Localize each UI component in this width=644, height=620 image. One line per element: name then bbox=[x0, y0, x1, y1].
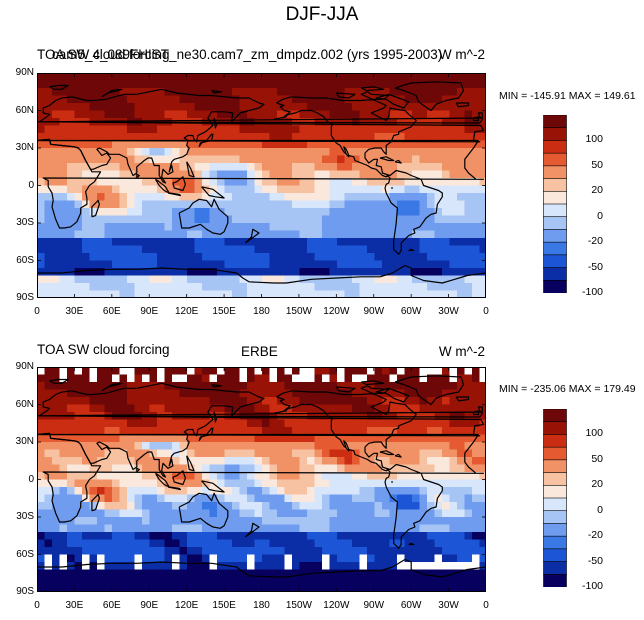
colorbar-label: 20 bbox=[591, 478, 603, 491]
panel1-colorbar bbox=[543, 115, 567, 293]
lon-tick-label: 150E bbox=[212, 306, 236, 317]
colorbar-label: -100 bbox=[581, 286, 603, 298]
lon-tick-label: 60W bbox=[400, 600, 422, 611]
lat-tick-label: 0 bbox=[28, 473, 34, 485]
lon-tick-label: 150W bbox=[285, 306, 312, 317]
lon-tick-label: 60E bbox=[102, 600, 121, 611]
lon-tick-label: 30W bbox=[438, 600, 459, 611]
lat-tick-label: 90N bbox=[15, 361, 34, 372]
lon-tick-label: 180 bbox=[253, 600, 270, 611]
lon-tick-label: 30W bbox=[438, 306, 459, 317]
panel2-center-title: ERBE bbox=[241, 344, 278, 359]
lat-tick-label: 30S bbox=[16, 511, 34, 522]
lon-tick-label: 180 bbox=[253, 306, 270, 317]
colorbar-label: 0 bbox=[597, 503, 603, 516]
panel2-colorbar bbox=[543, 409, 567, 587]
colorbar-label: -50 bbox=[587, 260, 603, 273]
colorbar-label: 0 bbox=[597, 209, 603, 222]
colorbar-label: 50 bbox=[591, 158, 603, 171]
colorbar-swatch bbox=[543, 279, 567, 293]
lon-tick-label: 150W bbox=[285, 600, 312, 611]
lat-tick-label: 60S bbox=[16, 548, 34, 560]
panel2-left-title: TOA SW cloud forcing bbox=[37, 342, 170, 357]
colorbar-label: -100 bbox=[581, 580, 603, 592]
lon-tick-label: 120E bbox=[174, 306, 199, 317]
colorbar-label: 100 bbox=[585, 133, 603, 146]
lon-tick-label: 90E bbox=[140, 306, 159, 317]
field-cells bbox=[37, 367, 486, 592]
lon-tick-label: 0 bbox=[34, 600, 40, 611]
lat-tick-label: 60N bbox=[15, 398, 34, 410]
lon-tick-label: 120E bbox=[174, 600, 199, 611]
lat-tick-label: 30S bbox=[16, 217, 34, 228]
colorbar-label: 100 bbox=[585, 427, 603, 440]
lon-tick-label: 150E bbox=[212, 600, 236, 611]
colorbar-label: -50 bbox=[587, 554, 603, 567]
lon-tick-label: 60E bbox=[102, 306, 121, 317]
lon-tick-label: 60W bbox=[400, 306, 422, 317]
lon-tick-label: 0 bbox=[483, 306, 489, 317]
colorbar-swatch bbox=[543, 409, 567, 423]
lon-tick-label: 30E bbox=[65, 306, 84, 317]
lon-tick-label: 30E bbox=[65, 600, 84, 611]
lon-tick-label: 0 bbox=[34, 306, 40, 317]
panel1-map bbox=[37, 73, 486, 298]
lat-tick-label: 60S bbox=[16, 254, 34, 266]
colorbar-label: -20 bbox=[587, 235, 603, 248]
lon-tick-label: 0 bbox=[483, 600, 489, 611]
colorbar-label: 20 bbox=[591, 184, 603, 197]
panel2-units: W m^-2 bbox=[438, 344, 485, 359]
colorbar-swatch bbox=[543, 115, 567, 129]
panel1-left-title: TOA SW cloud forcing bbox=[37, 47, 170, 62]
lon-tick-label: 90W bbox=[363, 306, 385, 317]
figure-title: DJF-JJA bbox=[285, 4, 359, 25]
colorbar-label: 50 bbox=[591, 452, 603, 465]
coastlines bbox=[37, 81, 486, 284]
panel1-minmax: MIN = -145.91 MAX = 149.61 bbox=[499, 90, 636, 102]
lon-tick-label: 120W bbox=[323, 306, 350, 317]
panel1-units: W m^-2 bbox=[438, 47, 485, 62]
lat-tick-label: 30N bbox=[15, 436, 34, 447]
lat-tick-label: 90S bbox=[16, 292, 34, 303]
lon-tick-label: 90W bbox=[363, 600, 385, 611]
lat-tick-label: 60N bbox=[15, 104, 34, 116]
lat-tick-label: 90S bbox=[16, 586, 34, 597]
lon-tick-label: 120W bbox=[323, 600, 350, 611]
panel2-map bbox=[37, 367, 486, 592]
panel1-center-title: cam5_4_089FHIST_ne30.cam7_zm_dmpdz.002 (… bbox=[52, 47, 443, 62]
lat-tick-label: 90N bbox=[15, 67, 34, 78]
lat-tick-label: 30N bbox=[15, 142, 34, 153]
coastlines bbox=[37, 375, 486, 578]
colorbar-swatch bbox=[543, 573, 567, 587]
lon-tick-label: 90E bbox=[140, 600, 159, 611]
panel2-minmax: MIN = -235.06 MAX = 179.49 bbox=[499, 383, 636, 395]
field-cells bbox=[37, 73, 486, 298]
lat-tick-label: 0 bbox=[28, 179, 34, 191]
colorbar-label: -20 bbox=[587, 529, 603, 542]
